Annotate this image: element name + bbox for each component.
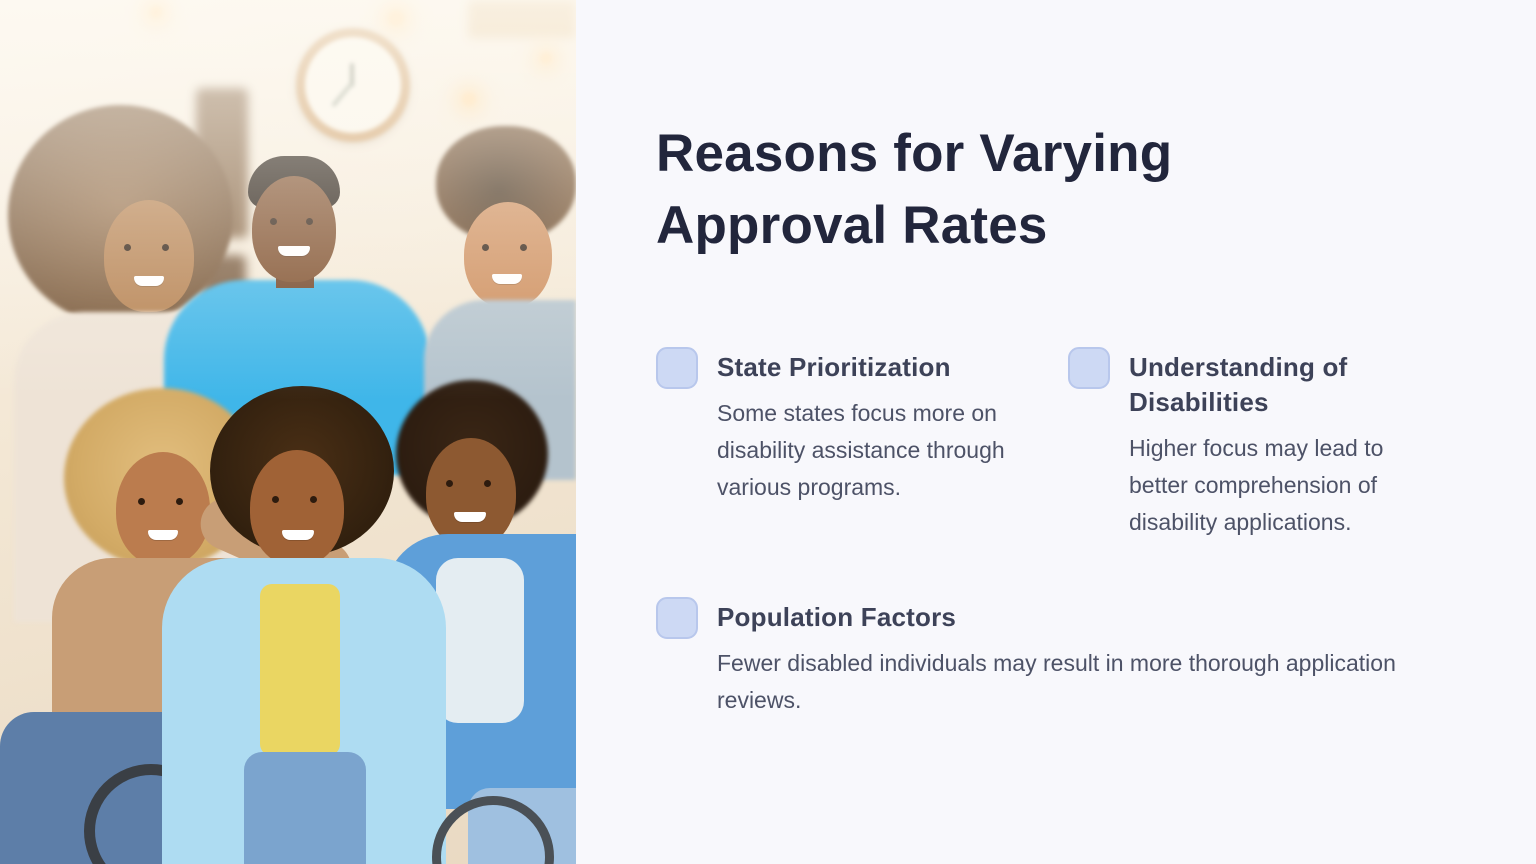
bullet-text: Understanding of Disabilities Higher foc…: [1129, 347, 1397, 541]
title-line: Reasons for Varying: [656, 124, 1173, 183]
bullet-population-factors: Population Factors Fewer disabled indivi…: [656, 597, 1466, 719]
group-photo: [0, 0, 576, 864]
bullet-text: Population Factors Fewer disabled indivi…: [717, 597, 1465, 719]
light-overlay: [0, 0, 576, 400]
rounded-square-icon: [656, 347, 698, 389]
smile: [148, 530, 178, 540]
smile: [454, 512, 486, 522]
rounded-square-icon: [1068, 347, 1110, 389]
bullet-text: State Prioritization Some states focus m…: [717, 347, 1047, 506]
person-face: [426, 438, 516, 548]
eye: [484, 480, 491, 487]
page-title: Reasons for Varying Approval Rates: [656, 118, 1172, 262]
person-tee: [436, 558, 524, 723]
title-line: Approval Rates: [656, 196, 1048, 255]
eye: [272, 496, 279, 503]
person-face: [250, 450, 344, 566]
bullet-body: Fewer disabled individuals may result in…: [717, 650, 1396, 713]
bullet-heading: Understanding of Disabilities: [1129, 352, 1348, 417]
person-yellow-shirt: [260, 584, 340, 756]
bullet-understanding-of-disabilities: Understanding of Disabilities Higher foc…: [1068, 347, 1398, 541]
bullet-heading: State Prioritization: [717, 352, 951, 382]
bullet-state-prioritization: State Prioritization Some states focus m…: [656, 347, 1068, 506]
eye: [446, 480, 453, 487]
person-face: [116, 452, 210, 566]
eye: [310, 496, 317, 503]
bullet-body: Higher focus may lead to better comprehe…: [1129, 435, 1384, 535]
person-jeans: [244, 752, 366, 864]
eye: [138, 498, 145, 505]
rounded-square-icon: [656, 597, 698, 639]
eye: [176, 498, 183, 505]
bullet-row: State Prioritization Some states focus m…: [656, 347, 1466, 541]
bullet-heading: Population Factors: [717, 602, 957, 632]
content-panel: Reasons for Varying Approval Rates State…: [576, 0, 1536, 864]
bullet-body: Some states focus more on disability ass…: [717, 400, 1005, 500]
bullet-list: State Prioritization Some states focus m…: [656, 347, 1466, 719]
smile: [282, 530, 314, 540]
